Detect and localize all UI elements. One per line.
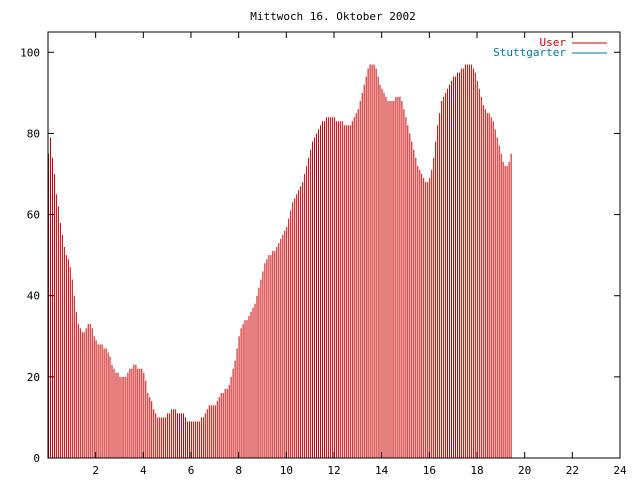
x-tick-label: 22 xyxy=(566,464,579,477)
x-tick-label: 14 xyxy=(375,464,389,477)
x-tick-label: 6 xyxy=(188,464,195,477)
y-tick-label: 20 xyxy=(27,371,40,384)
x-tick-label: 4 xyxy=(140,464,147,477)
y-tick-label: 40 xyxy=(27,290,40,303)
legend-label-stuttgarter: Stuttgarter xyxy=(493,46,566,59)
x-axis: 2 4 6 8 10 12 14 16 18 20 22 24 xyxy=(92,32,627,477)
y-tick-label: 100 xyxy=(20,46,40,59)
x-tick-label: 16 xyxy=(423,464,436,477)
x-tick-label: 8 xyxy=(235,464,242,477)
chart-title: Mittwoch 16. Oktober 2002 xyxy=(250,10,416,23)
x-tick-label: 2 xyxy=(92,464,99,477)
x-tick-label: 20 xyxy=(518,464,531,477)
bars-group xyxy=(48,64,512,458)
x-tick-label: 18 xyxy=(470,464,483,477)
y-tick-label: 0 xyxy=(33,452,40,465)
x-tick-label: 24 xyxy=(613,464,627,477)
y-tick-label: 80 xyxy=(27,127,40,140)
x-tick-label: 12 xyxy=(327,464,340,477)
x-tick-label: 10 xyxy=(280,464,293,477)
legend: User Stuttgarter xyxy=(493,36,607,59)
y-axis: 0 20 40 60 80 100 xyxy=(20,46,620,465)
y-tick-label: 60 xyxy=(27,209,40,222)
legend-label-user: User xyxy=(540,36,567,49)
